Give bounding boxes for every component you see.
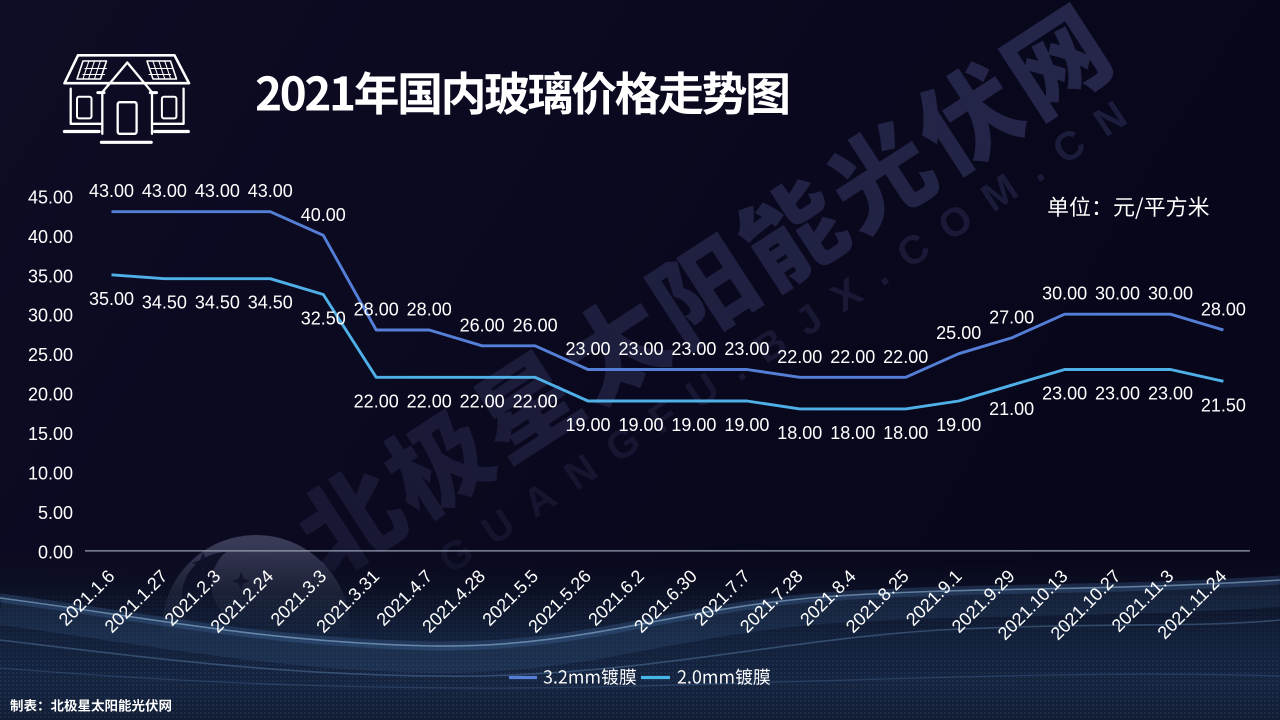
svg-text:19.00: 19.00	[936, 415, 981, 435]
svg-text:19.00: 19.00	[618, 415, 663, 435]
svg-text:18.00: 18.00	[883, 423, 928, 443]
svg-text:40.00: 40.00	[28, 227, 73, 247]
svg-text:25.00: 25.00	[28, 345, 73, 365]
svg-text:23.00: 23.00	[1042, 384, 1087, 404]
svg-text:30.00: 30.00	[28, 306, 73, 326]
svg-text:18.00: 18.00	[830, 423, 875, 443]
svg-text:30.00: 30.00	[1042, 284, 1087, 304]
svg-text:21.50: 21.50	[1201, 395, 1246, 415]
svg-text:22.00: 22.00	[513, 391, 558, 411]
svg-text:19.00: 19.00	[724, 415, 769, 435]
svg-text:32.50: 32.50	[301, 309, 346, 329]
svg-text:10.00: 10.00	[28, 464, 73, 484]
svg-text:34.50: 34.50	[142, 293, 187, 313]
svg-text:30.00: 30.00	[1148, 284, 1193, 304]
svg-text:20.00: 20.00	[28, 385, 73, 405]
svg-text:30.00: 30.00	[1095, 284, 1140, 304]
svg-text:43.00: 43.00	[195, 181, 240, 201]
svg-text:26.00: 26.00	[513, 315, 558, 335]
svg-text:43.00: 43.00	[89, 181, 134, 201]
svg-text:21.00: 21.00	[989, 399, 1034, 419]
svg-text:23.00: 23.00	[1095, 384, 1140, 404]
svg-text:23.00: 23.00	[565, 339, 610, 359]
svg-text:28.00: 28.00	[354, 300, 399, 320]
svg-text:26.00: 26.00	[460, 315, 505, 335]
svg-text:18.00: 18.00	[777, 423, 822, 443]
svg-text:23.00: 23.00	[1148, 384, 1193, 404]
svg-text:15.00: 15.00	[28, 424, 73, 444]
svg-text:22.00: 22.00	[354, 391, 399, 411]
svg-text:23.00: 23.00	[618, 339, 663, 359]
svg-text:23.00: 23.00	[671, 339, 716, 359]
svg-text:22.00: 22.00	[883, 347, 928, 367]
svg-text:34.50: 34.50	[248, 293, 293, 313]
svg-text:28.00: 28.00	[407, 300, 452, 320]
svg-text:22.00: 22.00	[777, 347, 822, 367]
svg-text:22.00: 22.00	[830, 347, 875, 367]
svg-text:34.50: 34.50	[195, 293, 240, 313]
svg-text:40.00: 40.00	[301, 205, 346, 225]
svg-text:5.00: 5.00	[38, 503, 73, 523]
svg-text:19.00: 19.00	[565, 415, 610, 435]
svg-text:19.00: 19.00	[671, 415, 716, 435]
svg-text:45.00: 45.00	[28, 187, 73, 207]
svg-text:25.00: 25.00	[936, 323, 981, 343]
svg-text:0.00: 0.00	[38, 542, 73, 562]
svg-text:27.00: 27.00	[989, 307, 1034, 327]
svg-text:22.00: 22.00	[407, 391, 452, 411]
svg-text:23.00: 23.00	[724, 339, 769, 359]
svg-text:43.00: 43.00	[248, 181, 293, 201]
svg-text:35.00: 35.00	[89, 289, 134, 309]
svg-text:35.00: 35.00	[28, 266, 73, 286]
svg-text:43.00: 43.00	[142, 181, 187, 201]
svg-text:28.00: 28.00	[1201, 300, 1246, 320]
svg-text:22.00: 22.00	[460, 391, 505, 411]
